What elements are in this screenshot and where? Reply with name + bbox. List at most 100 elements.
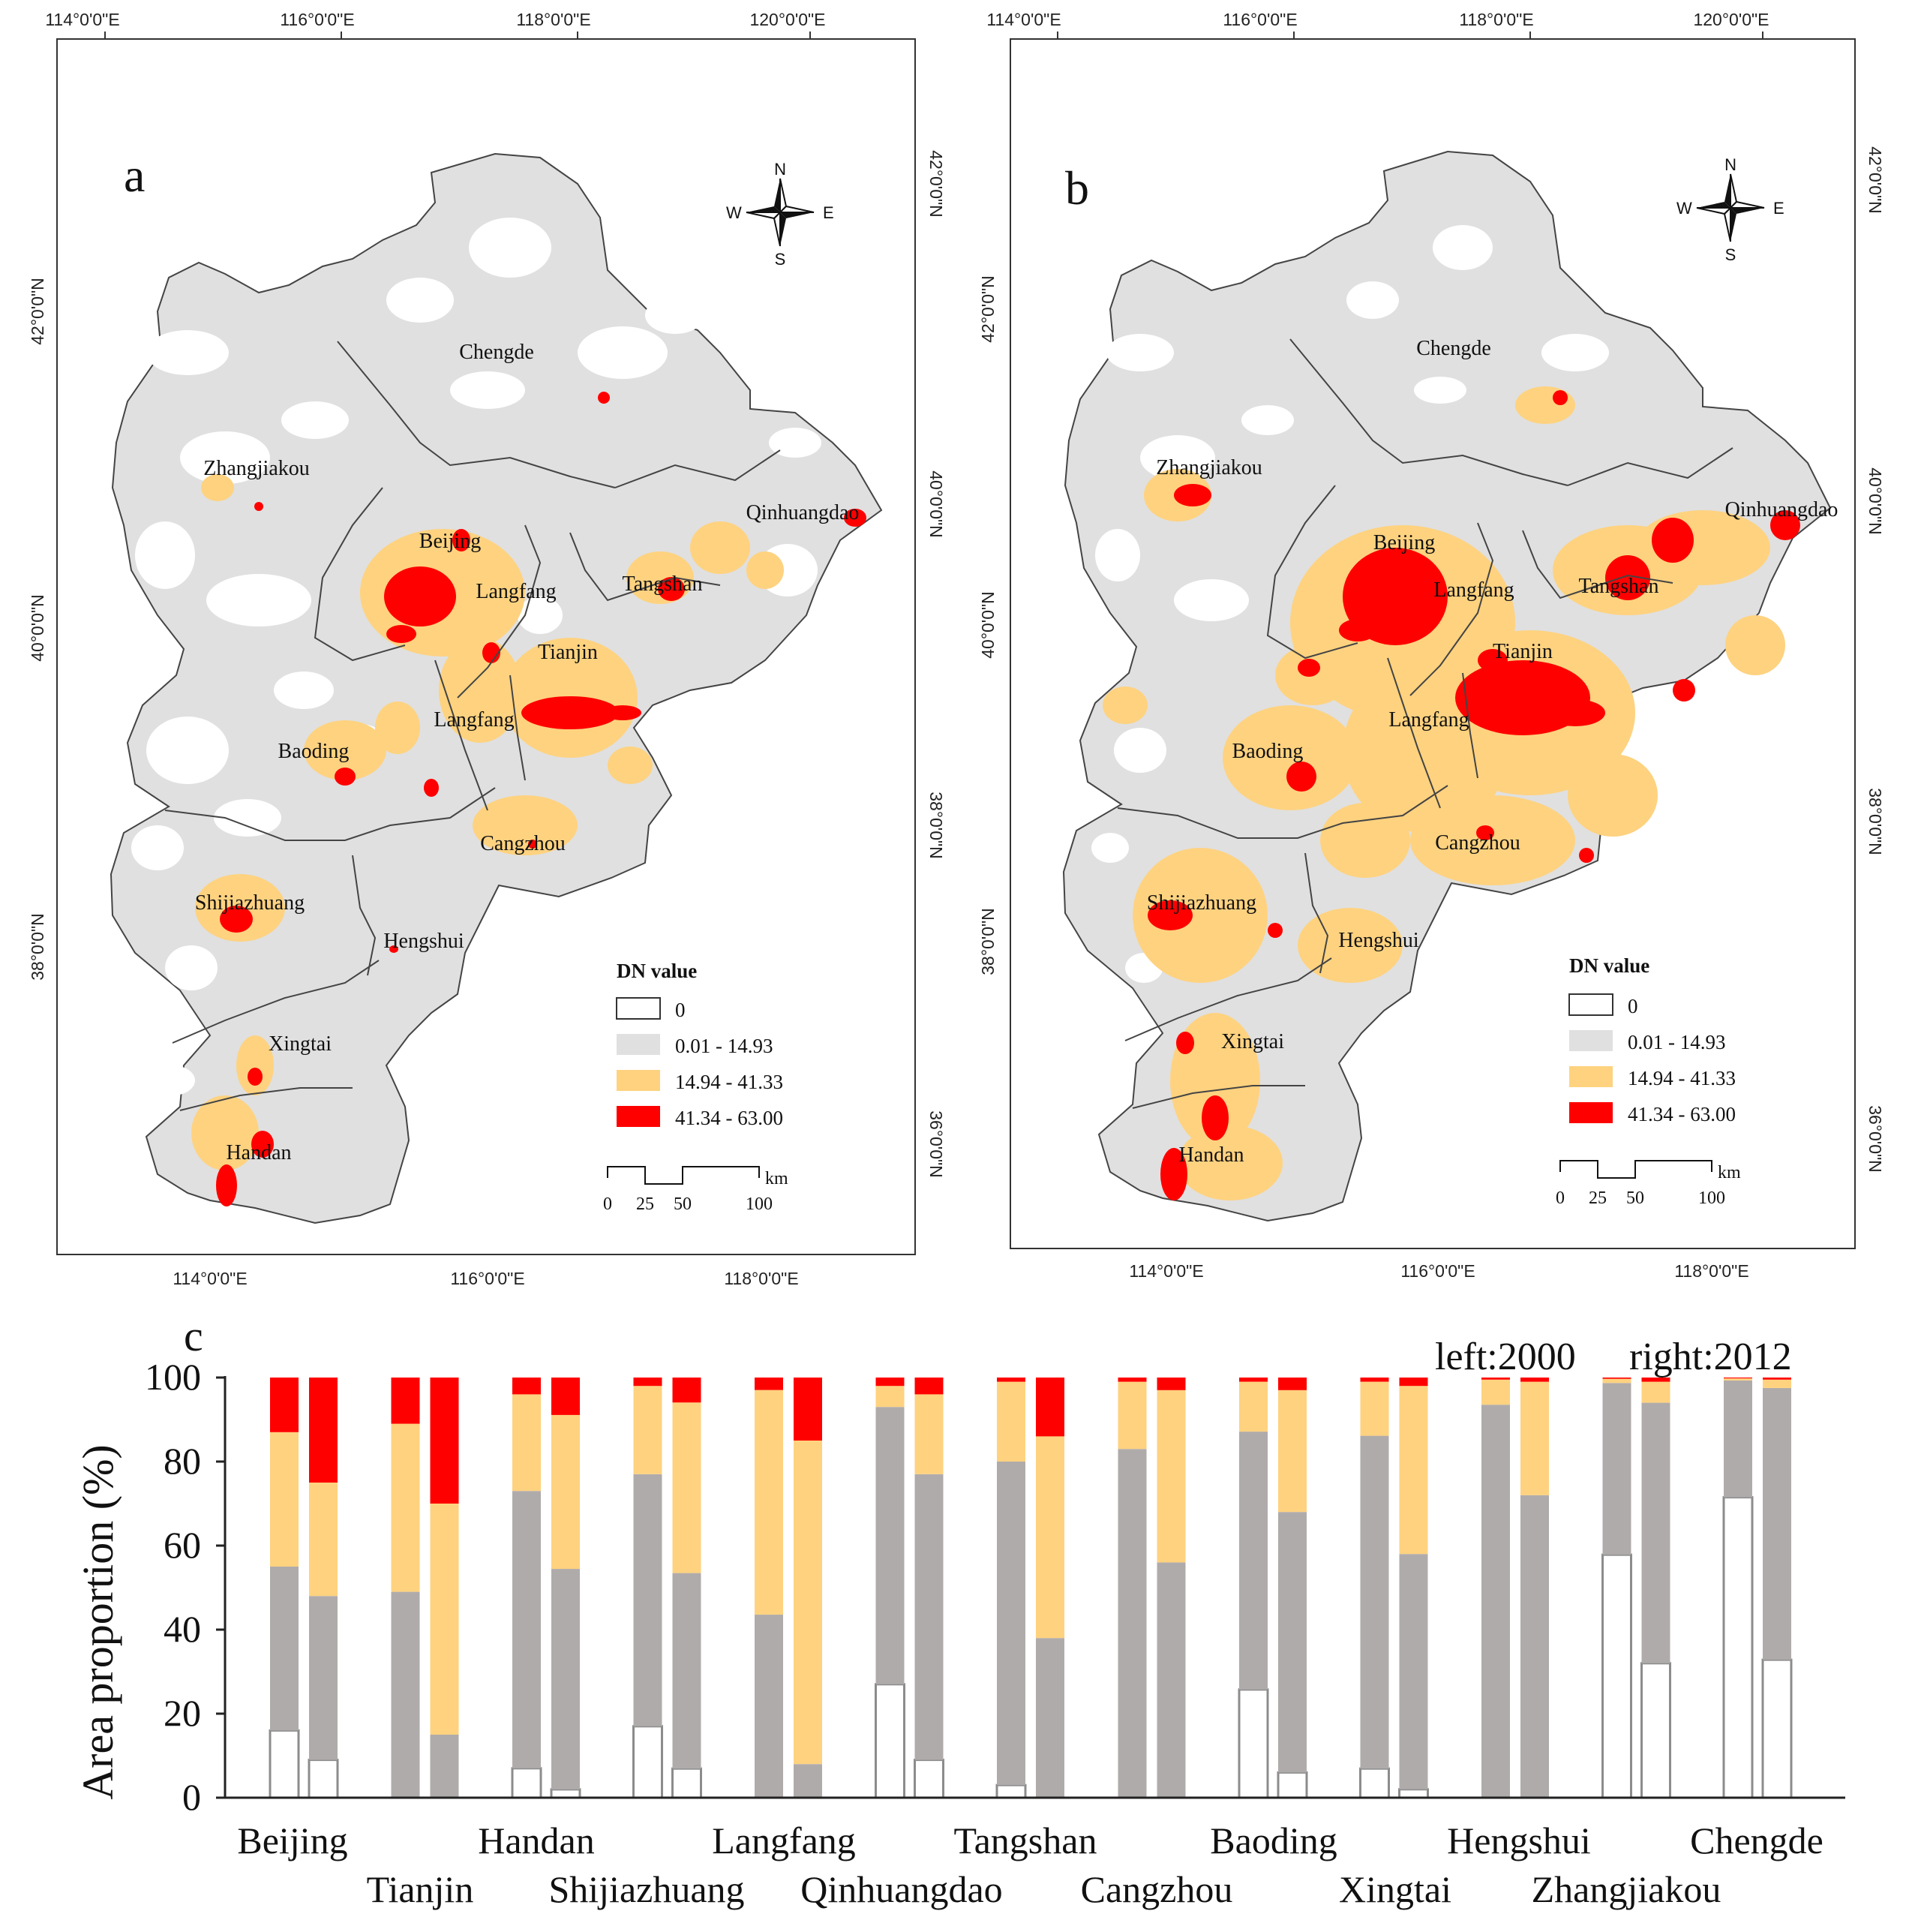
y-tick-label: 60	[164, 1524, 201, 1566]
bar-segment-baoding-2012-dn-low	[1278, 1512, 1307, 1773]
right-tick-label: 38°0'0"N	[1865, 788, 1885, 855]
left-ticks-a: 42°0'0"N 40°0'0"N 38°0'0"N	[28, 278, 47, 981]
dn0-patches-b	[1091, 225, 1609, 983]
category-label: Tangshan	[954, 1819, 1097, 1861]
bar-segment-qinhuangdao-2012-dn-0	[914, 1759, 944, 1799]
right-ticks-b: 42°0'0"N 40°0'0"N 38°0'0"N 36°0'0"N	[1865, 146, 1885, 1173]
bar-segment-tangshan-2000-dn-high	[997, 1378, 1025, 1382]
city-label: Beijing	[1373, 531, 1435, 554]
right-tick-label: 42°0'0"N	[1865, 146, 1885, 214]
y-axis-label: Area proportion (%)	[74, 1444, 122, 1800]
bar-chart-panel-c: c left:2000 right:2012 Area proportion (…	[74, 1312, 1845, 1910]
bar-segment-handan-2012-dn-0	[550, 1788, 581, 1799]
city-label: Zhangjiakou	[1156, 456, 1262, 479]
bar-segment-beijing-2000-dn-high	[270, 1378, 299, 1432]
bar-segment-zhangjiakou-2012-dn-low	[1641, 1402, 1670, 1663]
legend-title: DN value	[617, 960, 697, 982]
bar-segment-cangzhou-2000-dn-low	[1118, 1449, 1147, 1798]
map-panel-a: 114°0'0"E 116°0'0"E 118°0'0"E 120°0'0"E …	[28, 10, 946, 1288]
top-tick-label: 114°0'0"E	[986, 10, 1061, 29]
bottom-ticks-b: 114°0'0"E 116°0'0"E 118°0'0"E	[1129, 1261, 1748, 1281]
bar-segment-qinhuangdao-2000-dn-low	[875, 1407, 905, 1684]
top-tick-label: 118°0'0"E	[1459, 10, 1533, 29]
compass-w: W	[1676, 199, 1692, 218]
top-tick-label: 114°0'0"E	[45, 10, 119, 29]
right-tick-label: 36°0'0"N	[1865, 1105, 1885, 1173]
bar-segment-tangshan-2012-dn-low	[1036, 1638, 1064, 1798]
category-label: Tianjin	[367, 1868, 474, 1910]
compass-e: E	[1773, 199, 1784, 218]
bar-segment-xingtai-2012-dn-high	[1399, 1378, 1428, 1387]
bar-segment-cangzhou-2000-dn-mid	[1118, 1381, 1147, 1450]
city-label: Qinhuangdao	[746, 501, 860, 524]
scale-tick: 0	[1556, 1188, 1565, 1208]
bar-segment-baoding-2012-dn-high	[1278, 1378, 1307, 1390]
legend-swatch-3	[617, 1106, 660, 1127]
bar-segment-tianjin-2012-dn-mid	[430, 1504, 459, 1735]
top-tick-label: 116°0'0"E	[280, 10, 354, 29]
city-label: Tangshan	[623, 572, 703, 596]
bar-segment-langfang-2000-dn-mid	[755, 1390, 783, 1615]
right-tick-label: 38°0'0"N	[926, 792, 946, 859]
compass-n: N	[1724, 155, 1736, 174]
y-tick-labels: 0 20 40 60 80 100	[145, 1356, 201, 1818]
left-tick-label: 38°0'0"N	[28, 913, 47, 981]
right-tick-label: 40°0'0"N	[1865, 467, 1885, 535]
bar-segment-handan-2012-dn-high	[551, 1378, 580, 1415]
compass-icon: N S E W	[726, 160, 834, 269]
bar-segment-handan-2012-dn-low	[551, 1569, 580, 1789]
city-label: Cangzhou	[480, 832, 566, 855]
left-tick-label: 38°0'0"N	[978, 908, 998, 975]
bar-segment-tangshan-2012-dn-mid	[1036, 1436, 1064, 1639]
province-boundaries-a	[164, 341, 781, 1111]
bar-segment-shijiazhuang-2000-dn-0	[632, 1725, 663, 1799]
scale-bar-b: 0 25 50 100 km	[1556, 1160, 1741, 1208]
city-labels-a: Chengde Zhangjiakou Qinhuangdao Beijing …	[195, 341, 860, 1164]
category-label: Handan	[478, 1819, 595, 1861]
city-label: Qinhuangdao	[1725, 498, 1838, 521]
bar-segment-baoding-2000-dn-0	[1238, 1688, 1269, 1799]
bar-segment-beijing-2000-dn-mid	[270, 1432, 299, 1567]
bar-segment-hengshui-2012-dn-mid	[1520, 1381, 1549, 1495]
top-tick-label: 118°0'0"E	[516, 10, 590, 29]
top-tick-label: 116°0'0"E	[1223, 10, 1297, 29]
bar-segment-langfang-2012-dn-mid	[794, 1441, 822, 1765]
city-label: Hengshui	[1338, 929, 1419, 952]
bar-segment-hengshui-2012-dn-low	[1520, 1495, 1549, 1798]
map-panel-b: 114°0'0"E 116°0'0"E 118°0'0"E 120°0'0"E …	[978, 10, 1885, 1281]
bar-segment-qinhuangdao-2012-dn-mid	[914, 1394, 944, 1474]
bar-segment-beijing-2012-dn-0	[308, 1759, 339, 1799]
year-note-left: left:2000	[1435, 1336, 1576, 1378]
top-tick-label: 120°0'0"E	[749, 10, 825, 29]
city-label: Xingtai	[269, 1032, 332, 1056]
bar-segment-xingtai-2000-dn-mid	[1360, 1381, 1389, 1436]
scale-tick: 0	[603, 1194, 612, 1214]
panel-label-c: c	[184, 1312, 203, 1360]
legend-swatch-0	[616, 997, 661, 1020]
bar-segment-tangshan-2000-dn-low	[997, 1462, 1025, 1786]
top-ticks-a: 114°0'0"E 116°0'0"E 118°0'0"E 120°0'0"E	[45, 10, 826, 39]
bar-segment-hengshui-2000-dn-mid	[1481, 1379, 1510, 1405]
legend-label-1: 0.01 - 14.93	[1628, 1031, 1726, 1053]
left-tick-label: 40°0'0"N	[978, 591, 998, 659]
bottom-tick-label: 118°0'0"E	[724, 1269, 798, 1288]
city-label: Tianjin	[538, 641, 598, 664]
city-label: Langfang	[476, 580, 556, 603]
bar-segment-xingtai-2012-dn-low	[1399, 1554, 1428, 1789]
compass-w: W	[726, 203, 742, 222]
legend-label-1: 0.01 - 14.93	[675, 1035, 773, 1057]
right-ticks-a: 42°0'0"N 40°0'0"N 38°0'0"N 36°0'0"N	[926, 150, 946, 1178]
category-label: Chengde	[1690, 1819, 1823, 1861]
bottom-tick-label: 118°0'0"E	[1674, 1261, 1748, 1281]
bar-segment-xingtai-2000-dn-0	[1359, 1767, 1390, 1799]
bar-segment-shijiazhuang-2012-dn-0	[671, 1767, 702, 1799]
category-label: Qinhuangdao	[800, 1868, 1002, 1910]
legend-label-2: 14.94 - 41.33	[1628, 1067, 1736, 1089]
city-label: Baoding	[278, 740, 350, 763]
bar-segment-qinhuangdao-2012-dn-high	[914, 1378, 944, 1395]
scale-tick: 100	[746, 1194, 773, 1214]
category-label: Langfang	[712, 1819, 856, 1861]
legend-swatch-0	[1568, 993, 1613, 1016]
legend-title: DN value	[1569, 954, 1649, 977]
